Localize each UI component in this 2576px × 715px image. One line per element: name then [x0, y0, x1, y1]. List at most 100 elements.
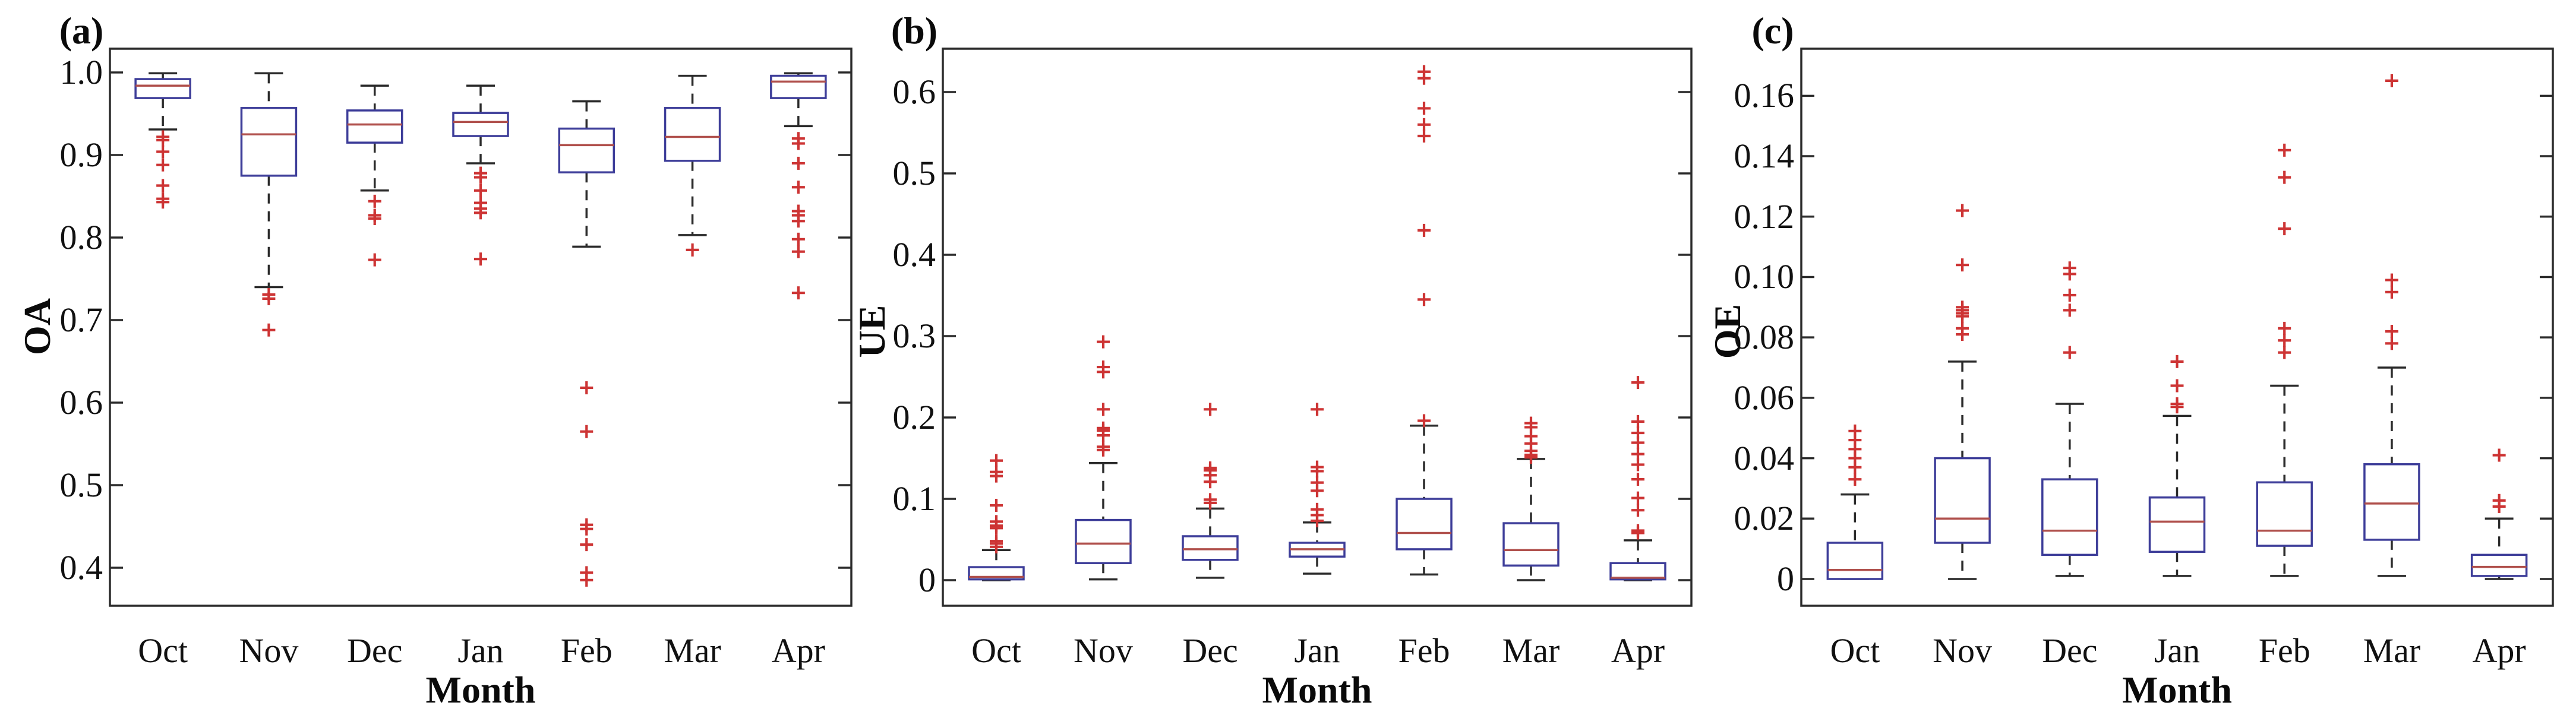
y-tick-label: 0 — [918, 560, 936, 599]
y-tick-label: 0.7 — [59, 300, 103, 340]
outlier-mark — [2063, 303, 2076, 317]
outlier-mark — [156, 179, 170, 192]
boxplot-dec — [346, 84, 403, 267]
outlier-mark — [1956, 300, 1969, 314]
y-axis-title: OE — [1706, 303, 1748, 359]
outlier-mark — [2385, 324, 2398, 338]
iqr-box — [1502, 522, 1560, 567]
x-axis-title: Month — [425, 669, 536, 711]
panel-c — [1800, 48, 2554, 607]
iqr-box — [2256, 481, 2313, 547]
panel-letter: (c) — [1751, 10, 1794, 52]
boxplot-apr — [2470, 448, 2528, 580]
outlier-mark — [791, 214, 805, 228]
iqr-box — [558, 127, 615, 173]
outlier-mark — [2385, 337, 2398, 350]
x-tick-label: Dec — [1182, 631, 1238, 670]
outlier-mark — [2170, 355, 2184, 368]
y-tick-label: 0.4 — [892, 235, 936, 274]
outlier-mark — [580, 381, 594, 395]
x-tick-label: Apr — [771, 631, 825, 670]
outlier-mark — [1956, 204, 1969, 217]
boxplot-feb — [558, 100, 615, 587]
outlier-mark — [1418, 293, 1431, 306]
x-axis-title: Month — [2122, 669, 2232, 711]
y-tick-label: 0.12 — [1734, 197, 1795, 236]
iqr-box — [134, 78, 191, 99]
outlier-mark — [1631, 524, 1644, 537]
outlier-mark — [791, 181, 805, 194]
x-tick-label: Nov — [1933, 631, 1992, 670]
iqr-box — [1826, 542, 1884, 580]
outlier-mark — [1311, 476, 1324, 489]
y-axis-title: UE — [851, 305, 893, 358]
x-tick-label: Feb — [2258, 631, 2310, 670]
panel-letter: (a) — [59, 10, 104, 52]
outlier-mark — [474, 206, 487, 220]
boxplot-jan — [2148, 355, 2206, 577]
y-tick-label: 0.2 — [892, 397, 936, 436]
y-tick-label: 0.02 — [1734, 499, 1795, 538]
iqr-box — [1934, 457, 1991, 544]
y-tick-label: 0.06 — [1734, 378, 1795, 417]
iqr-box — [240, 107, 298, 177]
outlier-mark — [2278, 170, 2291, 184]
x-tick-label: Jan — [1294, 631, 1340, 670]
boxplot-jan — [1289, 403, 1346, 575]
iqr-box — [1182, 535, 1239, 561]
panel-a — [109, 48, 853, 607]
x-tick-label: Apr — [1611, 631, 1665, 670]
y-tick-label: 0.8 — [59, 218, 103, 257]
x-tick-label: Jan — [457, 631, 504, 670]
x-tick-label: Dec — [2042, 631, 2098, 670]
y-tick-label: 1.0 — [59, 53, 103, 92]
outlier-mark — [580, 522, 594, 536]
y-tick-label: 0.5 — [59, 466, 103, 505]
boxplot-apr — [770, 72, 827, 300]
boxplot-oct — [968, 454, 1025, 581]
outlier-mark — [262, 323, 276, 337]
x-axis-title: Month — [1262, 669, 1372, 711]
outlier-mark — [1097, 440, 1110, 454]
outlier-mark — [990, 534, 1003, 548]
y-tick-label: 0.1 — [892, 479, 936, 518]
outlier-mark — [791, 137, 805, 150]
outlier-mark — [791, 245, 805, 258]
outlier-mark — [1418, 223, 1431, 237]
panel-b — [942, 48, 1693, 607]
outlier-mark — [1418, 129, 1431, 143]
outlier-mark — [1631, 415, 1644, 428]
outlier-mark — [1097, 360, 1110, 374]
iqr-box — [452, 112, 509, 137]
outlier-mark — [2278, 321, 2291, 335]
outlier-mark — [262, 292, 276, 305]
outlier-mark — [2385, 74, 2398, 87]
outlier-mark — [1631, 447, 1644, 461]
outlier-mark — [2063, 261, 2076, 275]
x-tick-label: Feb — [1398, 631, 1450, 670]
y-tick-label: 0.10 — [1734, 257, 1795, 296]
iqr-box — [2470, 553, 2528, 577]
boxplot-nov — [1075, 335, 1132, 581]
boxplot-dec — [1182, 403, 1239, 579]
outlier-mark — [580, 538, 594, 552]
iqr-box — [770, 74, 827, 99]
outlier-mark — [1418, 118, 1431, 131]
x-tick-label: Mar — [1502, 631, 1560, 670]
boxplot-apr — [1609, 376, 1666, 581]
outlier-mark — [2385, 285, 2398, 299]
y-tick-label: 0.6 — [892, 72, 936, 112]
outlier-mark — [156, 145, 170, 159]
outlier-mark — [368, 194, 381, 208]
x-tick-label: Oct — [971, 631, 1021, 670]
outlier-mark — [1097, 335, 1110, 349]
iqr-box — [664, 107, 721, 162]
boxplot-jan — [452, 84, 509, 266]
outlier-mark — [1418, 414, 1431, 428]
y-tick-label: 0.3 — [892, 317, 936, 355]
boxplot-dec — [2041, 261, 2098, 577]
outlier-mark — [1524, 416, 1538, 430]
outlier-mark — [580, 425, 594, 438]
panel-letter: (b) — [891, 10, 938, 52]
